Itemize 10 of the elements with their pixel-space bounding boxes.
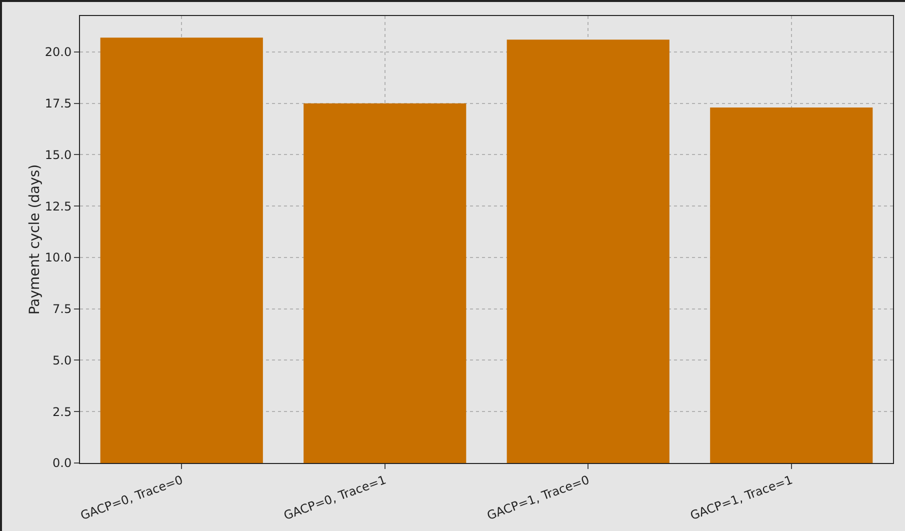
y-tick-label: 20.0	[44, 45, 72, 60]
y-tick-label: 2.5	[52, 404, 72, 419]
y-tick-label: 17.5	[44, 96, 72, 111]
y-tick-label: 7.5	[52, 302, 72, 316]
y-tick-label: 10.0	[44, 250, 72, 265]
y-tick-label: 5.0	[52, 353, 72, 368]
y-tick-label: 12.5	[44, 199, 72, 214]
y-tick-label: 15.0	[44, 148, 72, 162]
y-axis-title: Payment cycle (days)	[26, 164, 43, 315]
y-tick-label: 0.0	[52, 456, 72, 470]
